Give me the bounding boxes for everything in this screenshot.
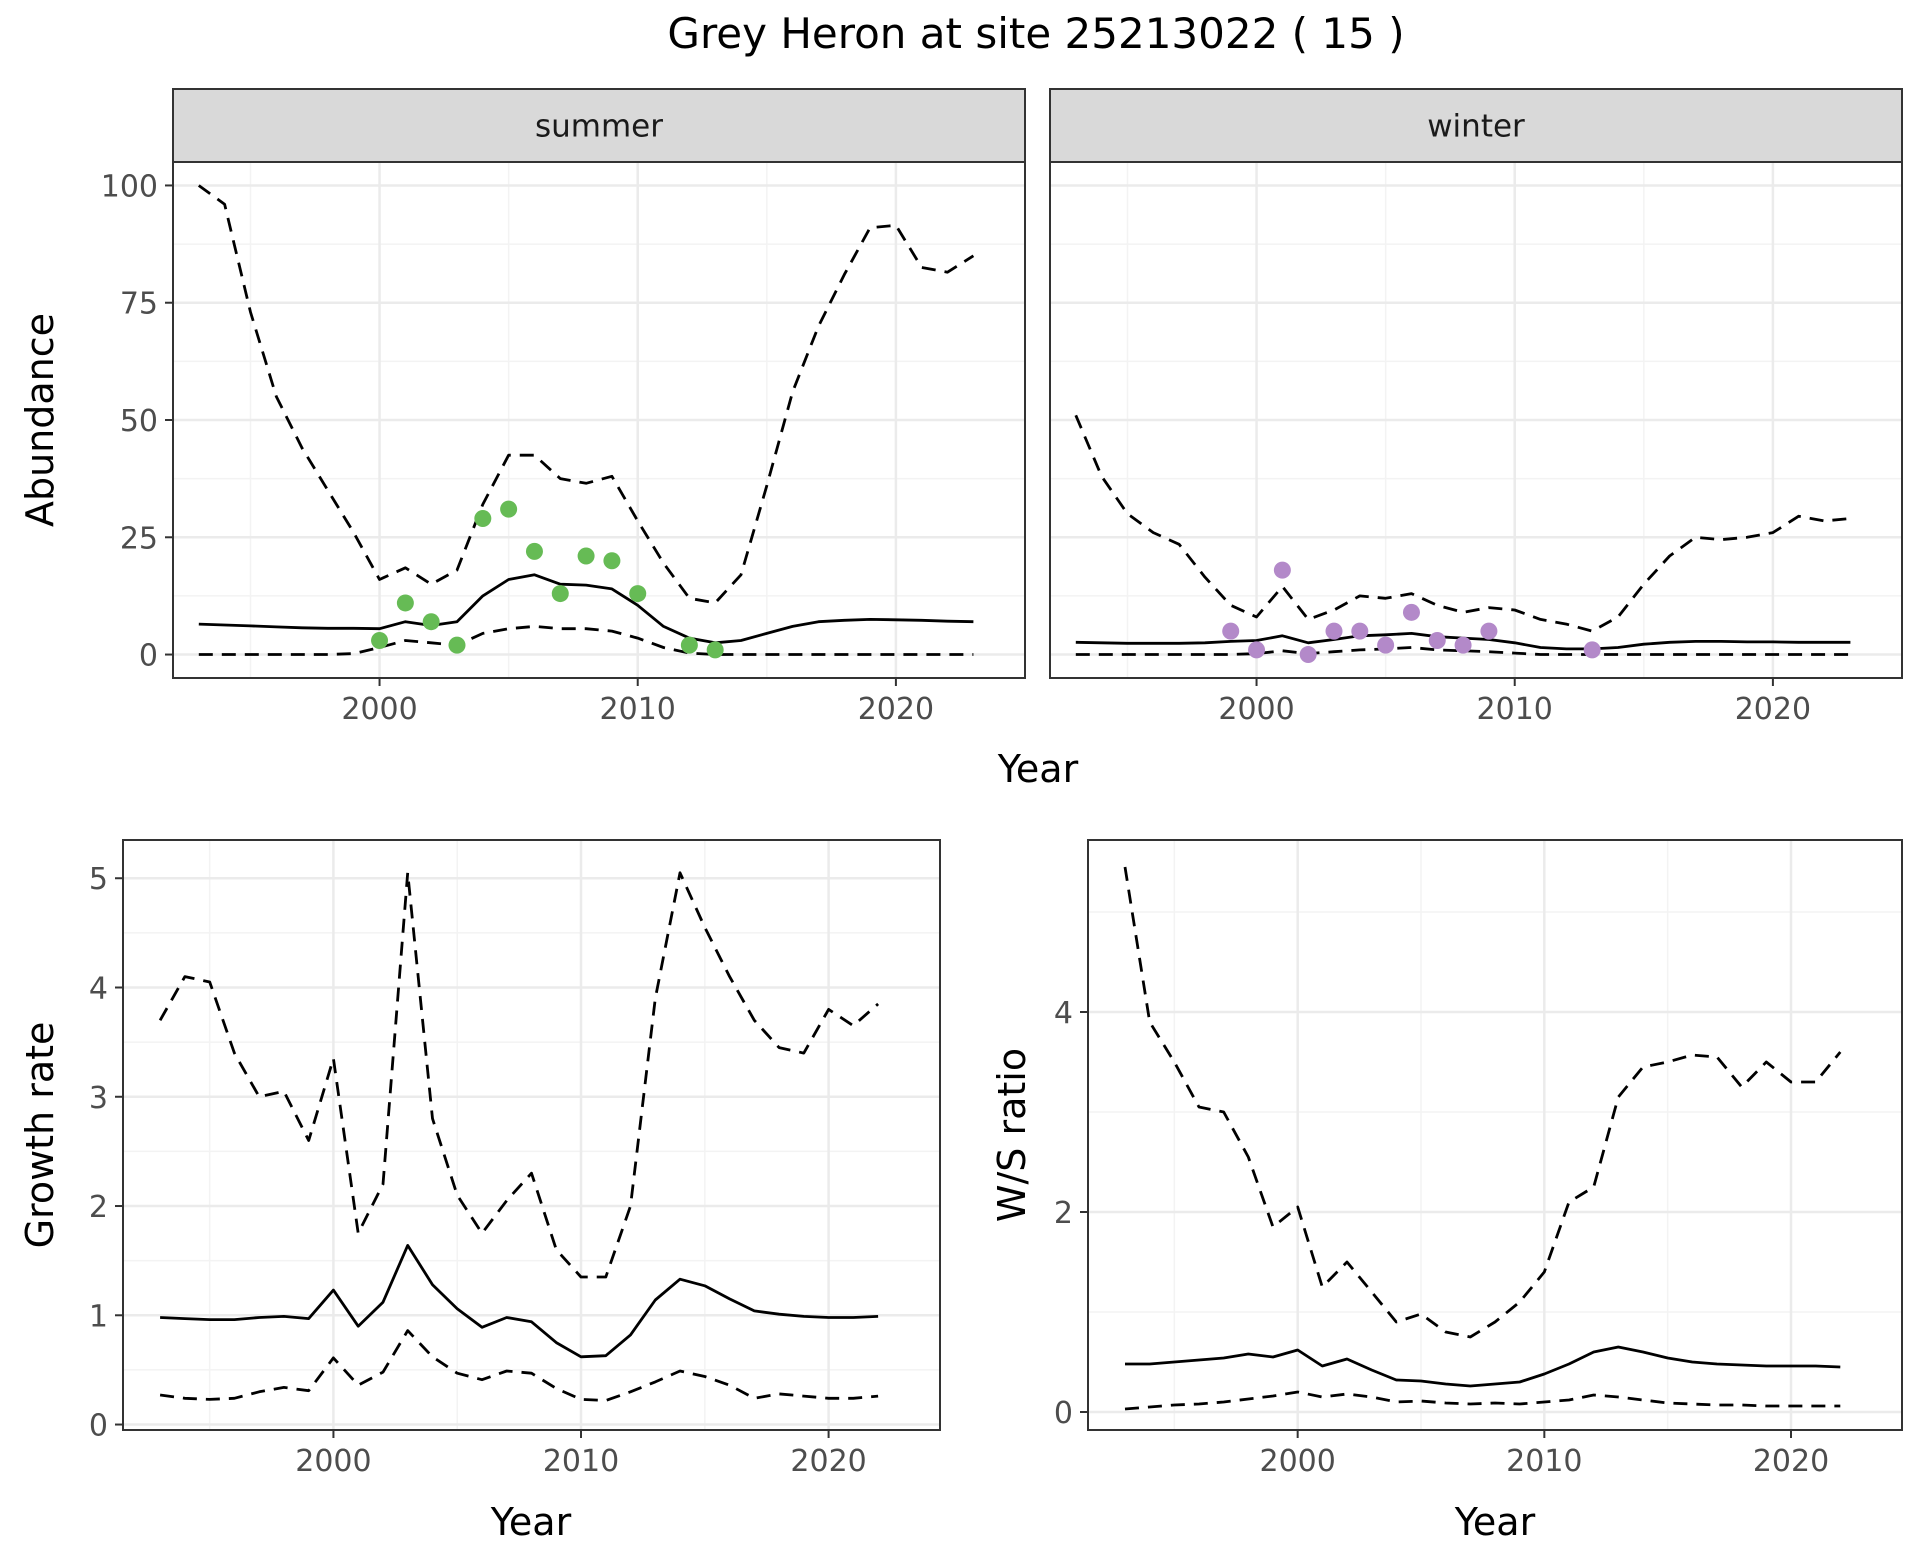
series-upper-line — [197, 184, 975, 605]
data-point — [371, 631, 389, 649]
y-tick-label: 4 — [89, 972, 108, 1007]
data-point — [500, 500, 518, 518]
x-tick-label: 2000 — [295, 1444, 371, 1479]
series-estimate-line — [160, 1244, 879, 1359]
x-axis-title: Year — [1454, 1500, 1536, 1544]
series-estimate-line — [198, 573, 974, 645]
y-tick-label: 0 — [1054, 1396, 1073, 1431]
x-tick-label: 2010 — [1506, 1444, 1582, 1479]
facet-strip — [172, 88, 1026, 163]
panel-border — [1087, 839, 1903, 1431]
y-tick-label: 75 — [120, 287, 158, 322]
series-upper-line — [158, 871, 880, 1279]
data-point — [629, 585, 647, 603]
panel-growth: 2000 2010 2020 0 1 2 3 4 5 Year Growth rate — [18, 839, 941, 1544]
x-tick-label: 2020 — [790, 1444, 866, 1479]
data-point — [1222, 622, 1240, 640]
x-tick-label: 2010 — [543, 1444, 619, 1479]
data-point — [1402, 603, 1420, 621]
x-tick-label: 2020 — [1735, 692, 1811, 727]
data-point — [1299, 646, 1317, 664]
x-tick-label: 2000 — [1259, 1444, 1335, 1479]
data-point — [1428, 631, 1446, 649]
data-point — [525, 542, 543, 560]
panel-border — [122, 839, 941, 1431]
data-point — [1351, 622, 1369, 640]
data-point — [474, 510, 492, 528]
series-estimate-line — [1125, 1345, 1841, 1388]
series-lower-line — [159, 1329, 879, 1402]
data-point — [551, 585, 569, 603]
y-tick-label: 1 — [89, 1299, 108, 1334]
top-x-axis-title: Year — [997, 747, 1079, 791]
data-point — [448, 636, 466, 654]
data-point — [396, 594, 414, 612]
y-tick-label: 5 — [89, 862, 108, 897]
data-point — [422, 613, 440, 631]
facet-strip — [1049, 88, 1903, 163]
data-point — [1377, 636, 1395, 654]
x-tick-label: 2020 — [1753, 1444, 1829, 1479]
y-axis-title: Abundance — [18, 313, 62, 527]
y-tick-label: 25 — [120, 521, 158, 556]
data-point — [603, 552, 621, 570]
y-tick-label: 0 — [89, 1409, 108, 1444]
series-lower-line — [1075, 646, 1851, 656]
data-point — [1454, 636, 1472, 654]
panel-winter: winter 2000 2010 2020 — [1049, 88, 1903, 727]
y-tick-label: 4 — [1054, 996, 1073, 1031]
figure-title: Grey Heron at site 25213022 ( 15 ) — [667, 9, 1404, 58]
data-point — [706, 641, 724, 659]
series-upper-line — [1074, 414, 1851, 633]
x-tick-label: 2010 — [1477, 692, 1553, 727]
y-tick-label: 2 — [89, 1190, 108, 1225]
data-point — [1583, 641, 1601, 659]
data-point — [1325, 622, 1343, 640]
series-lower-line — [198, 625, 974, 656]
x-tick-label: 2000 — [341, 692, 417, 727]
facet-strip-label: summer — [535, 109, 663, 145]
data-point — [680, 636, 698, 654]
data-point — [577, 547, 595, 565]
x-axis-title: Year — [490, 1500, 572, 1544]
panel-summer: summer 2000 2010 2020 0 25 50 75 100 Abundance — [18, 88, 1026, 727]
y-tick-label: 2 — [1054, 1196, 1073, 1231]
x-tick-label: 2000 — [1218, 692, 1294, 727]
panel-ratio: 2000 2010 2020 0 2 4 Year W/S ratio — [990, 839, 1903, 1544]
x-tick-label: 2020 — [858, 692, 934, 727]
facet-strip-label: winter — [1427, 109, 1525, 145]
y-axis-title: Growth rate — [18, 1022, 62, 1249]
series-upper-line — [1123, 866, 1842, 1339]
y-tick-label: 50 — [120, 404, 158, 439]
y-tick-label: 3 — [89, 1081, 108, 1116]
series-lower-line — [1124, 1390, 1841, 1411]
x-tick-label: 2010 — [600, 692, 676, 727]
y-axis-title: W/S ratio — [990, 1048, 1034, 1222]
y-tick-label: 100 — [101, 169, 158, 204]
data-point — [1273, 561, 1291, 579]
data-point — [1248, 641, 1266, 659]
y-tick-label: 0 — [139, 639, 158, 674]
data-point — [1480, 622, 1498, 640]
